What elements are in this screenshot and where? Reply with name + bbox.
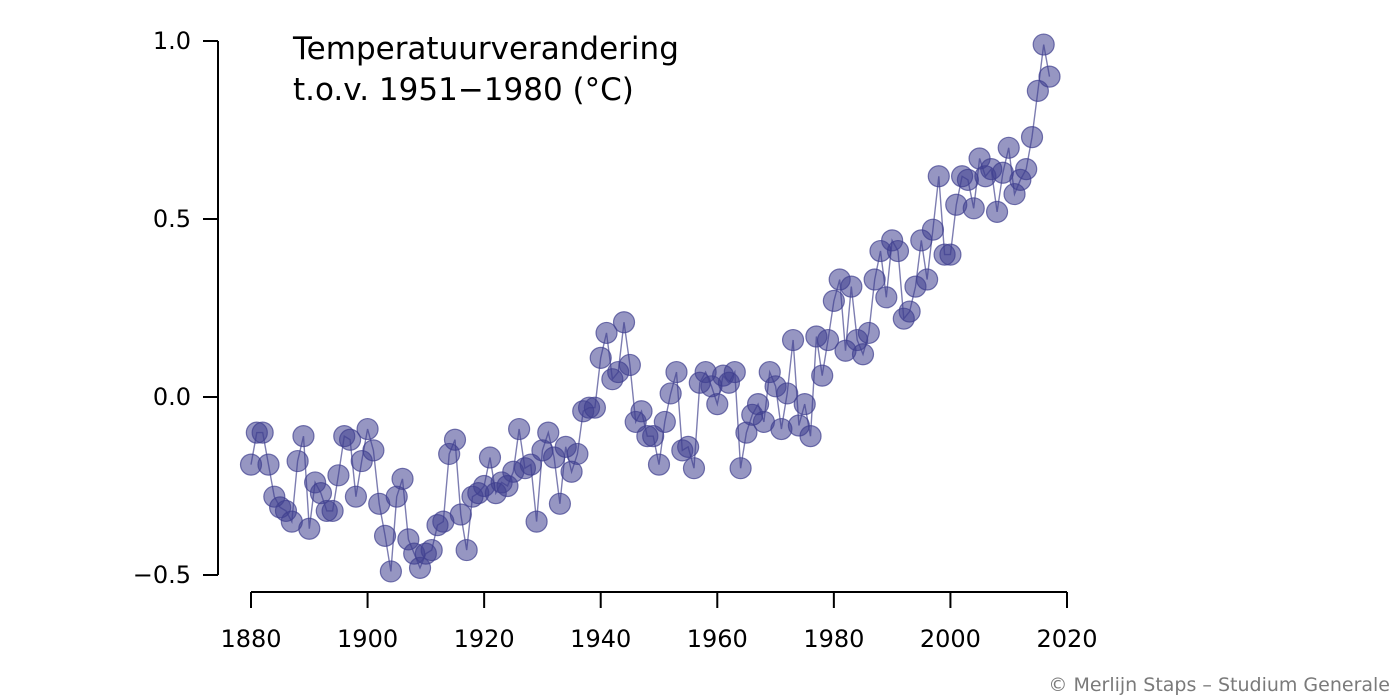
chart-title-line-1: Temperatuurverandering <box>292 31 679 67</box>
x-tick-label: 2000 <box>920 625 981 653</box>
data-point <box>321 499 344 523</box>
data-point <box>921 218 945 241</box>
data-point <box>799 425 822 448</box>
chart-title-line-2: t.o.v. 1951−1980 (°C) <box>293 72 634 108</box>
x-tick-label: 1980 <box>803 625 864 653</box>
temperature-series <box>239 33 1061 583</box>
data-point <box>793 393 816 416</box>
data-point <box>647 453 671 476</box>
data-point <box>653 410 676 434</box>
data-point <box>478 446 502 469</box>
data-point <box>939 243 962 266</box>
x-tick-label: 1880 <box>220 625 281 653</box>
data-point <box>589 346 612 369</box>
y-tick-label: 0.5 <box>153 205 191 233</box>
data-point <box>548 492 572 515</box>
y-tick-label: −0.5 <box>133 561 191 589</box>
data-point <box>875 286 898 309</box>
data-point <box>1020 126 1044 149</box>
data-point <box>962 197 985 220</box>
data-point <box>583 396 606 419</box>
data-point <box>566 442 589 466</box>
data-point <box>257 453 280 476</box>
data-point <box>985 200 1009 223</box>
data-point <box>327 464 350 487</box>
x-tick-label: 1920 <box>454 625 515 653</box>
x-tick-label: 2020 <box>1036 625 1097 653</box>
y-tick-label: 0.0 <box>153 383 191 411</box>
data-point <box>525 510 548 533</box>
data-point <box>338 428 362 451</box>
data-point <box>723 360 746 384</box>
data-point <box>449 503 472 526</box>
data-point <box>379 560 402 583</box>
data-point <box>997 136 1020 159</box>
data-point <box>618 353 641 377</box>
data-point <box>811 364 834 387</box>
data-point <box>898 300 921 323</box>
series-line <box>250 44 1051 572</box>
data-point <box>455 538 478 562</box>
copyright-credit: © Merlijn Staps – Studium Generale <box>1048 674 1390 696</box>
data-point <box>729 457 752 480</box>
data-point <box>781 328 805 352</box>
data-point <box>1038 65 1061 88</box>
data-point <box>420 538 443 562</box>
data-point <box>508 417 531 441</box>
x-tick-label: 1900 <box>337 625 398 653</box>
data-point <box>863 268 886 291</box>
data-point <box>857 321 880 345</box>
data-point <box>916 268 939 291</box>
data-point <box>344 485 368 508</box>
data-point <box>677 435 700 458</box>
data-point <box>816 328 840 352</box>
data-point <box>840 275 863 298</box>
x-tick-label: 1960 <box>687 625 748 653</box>
data-point <box>373 524 397 547</box>
data-point <box>612 311 636 334</box>
y-tick-label: 1.0 <box>153 27 191 55</box>
data-point <box>682 457 706 480</box>
data-point <box>776 382 799 405</box>
data-point <box>1015 158 1038 181</box>
data-point <box>665 360 688 384</box>
data-point <box>362 439 385 462</box>
x-tick-label: 1940 <box>570 625 631 653</box>
data-point <box>443 428 467 451</box>
data-point <box>298 517 321 540</box>
data-point <box>630 400 653 423</box>
data-point <box>356 417 379 441</box>
data-point <box>1032 33 1055 56</box>
data-point <box>927 165 950 188</box>
data-point <box>286 449 309 473</box>
data-point <box>595 321 618 345</box>
data-point <box>251 421 274 444</box>
data-point <box>659 382 682 405</box>
data-point <box>391 467 414 490</box>
data-point <box>886 239 910 263</box>
data-point <box>292 425 315 448</box>
data-point <box>537 421 560 444</box>
data-point <box>706 393 729 416</box>
data-point <box>822 289 845 312</box>
data-point <box>851 343 875 366</box>
chart-axes: −0.5 0.0 0.5 1.0 1880 1900 1920 1940 1960 1980 200… <box>133 27 1098 653</box>
